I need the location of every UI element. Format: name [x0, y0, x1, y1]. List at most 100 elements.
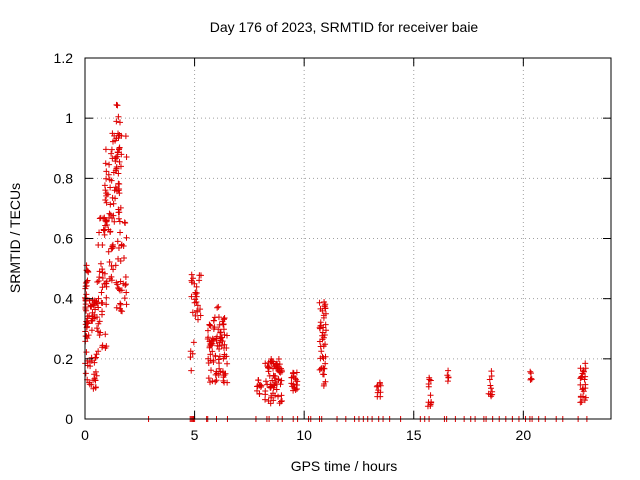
data-point — [579, 386, 586, 393]
data-point — [83, 349, 90, 356]
data-point — [117, 163, 124, 170]
data-point — [275, 393, 282, 400]
data-point — [87, 303, 94, 310]
data-point — [582, 385, 589, 392]
data-point — [262, 391, 269, 398]
data-point — [207, 351, 214, 358]
data-point — [213, 370, 220, 377]
data-point — [528, 376, 535, 383]
data-point — [83, 291, 90, 298]
data-point — [117, 229, 124, 236]
y-tick-labels: 0 0.2 0.4 0.6 0.8 1 1.2 — [54, 50, 74, 427]
data-point — [113, 304, 120, 311]
data-point — [320, 371, 327, 378]
data-point — [106, 214, 113, 221]
data-point — [191, 299, 198, 306]
data-point — [95, 295, 102, 302]
data-point — [117, 300, 124, 307]
data-point — [216, 360, 223, 367]
data-point — [93, 325, 100, 332]
data-point — [115, 209, 122, 216]
data-point — [210, 317, 217, 324]
data-point — [427, 401, 434, 408]
data-point — [580, 368, 587, 375]
data-point — [317, 355, 324, 362]
data-point — [321, 365, 328, 372]
data-point — [103, 301, 110, 308]
data-point — [215, 303, 222, 310]
data-point — [102, 160, 109, 167]
data-point — [123, 289, 130, 296]
data-point — [187, 348, 194, 355]
data-point — [106, 161, 113, 168]
data-point — [108, 150, 115, 157]
data-point — [86, 381, 93, 388]
data-point — [264, 381, 271, 388]
data-point — [117, 301, 124, 308]
data-point — [258, 382, 265, 389]
data-point — [288, 380, 295, 387]
data-point — [115, 215, 122, 222]
data-point — [108, 177, 115, 184]
data-point — [256, 391, 263, 398]
data-point — [374, 389, 381, 396]
data-point — [88, 354, 95, 361]
data-point — [122, 281, 129, 288]
data-point — [99, 299, 106, 306]
data-point — [97, 260, 104, 267]
data-point — [210, 326, 217, 333]
data-point — [486, 376, 493, 383]
data-point — [192, 312, 199, 319]
data-point — [278, 397, 285, 404]
data-point — [224, 360, 231, 367]
data-point — [107, 201, 114, 208]
data-point — [92, 306, 99, 313]
data-point — [122, 133, 129, 140]
data-point — [187, 354, 194, 361]
data-point — [103, 175, 110, 182]
data-point — [316, 299, 323, 306]
data-point — [115, 170, 122, 177]
data-point — [96, 215, 103, 222]
data-point — [217, 329, 224, 336]
data-point — [103, 199, 110, 206]
data-point — [93, 351, 100, 358]
data-point — [88, 317, 95, 324]
data-point — [211, 314, 218, 321]
data-point — [205, 359, 212, 366]
data-point — [444, 372, 451, 379]
data-point — [82, 283, 89, 290]
data-point — [121, 254, 128, 261]
data-point — [85, 332, 92, 339]
data-point — [322, 378, 329, 385]
data-point — [276, 368, 283, 375]
data-point — [275, 376, 282, 383]
data-point — [105, 248, 112, 255]
data-point — [94, 300, 101, 307]
data-point — [189, 309, 196, 316]
data-point — [112, 195, 119, 202]
data-point — [255, 377, 262, 384]
data-point — [118, 287, 125, 294]
data-point — [527, 376, 534, 383]
data-point — [220, 369, 227, 376]
data-point — [375, 387, 382, 394]
data-point — [106, 258, 113, 265]
data-point — [122, 274, 129, 281]
data-point — [98, 289, 105, 296]
data-point — [206, 321, 213, 328]
data-point — [107, 211, 114, 218]
data-point — [489, 388, 496, 395]
data-point — [101, 231, 108, 238]
x-tick-label: 10 — [296, 427, 312, 443]
data-point — [582, 394, 589, 401]
data-point — [577, 399, 584, 406]
data-point — [118, 151, 125, 158]
data-point — [123, 153, 130, 160]
data-point — [122, 282, 129, 289]
x-axis-label: GPS time / hours — [291, 458, 398, 474]
data-point — [112, 158, 119, 165]
data-point — [82, 333, 89, 340]
data-point — [88, 327, 95, 334]
data-point — [193, 293, 200, 300]
